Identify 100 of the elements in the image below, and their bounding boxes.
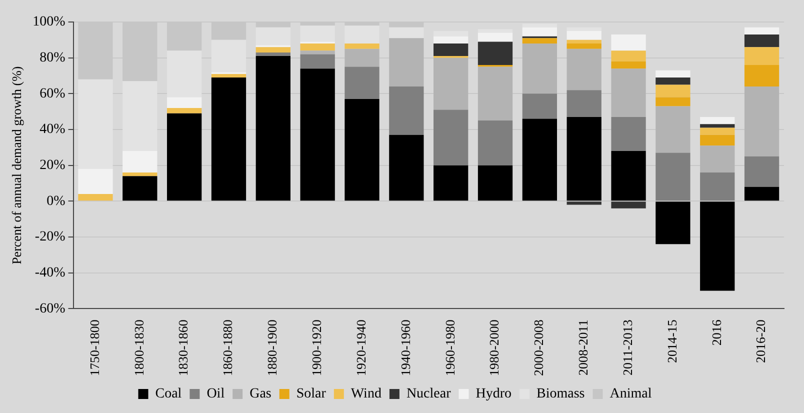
- bar: [478, 165, 513, 201]
- bar: [566, 90, 602, 117]
- bar: [522, 24, 558, 28]
- bar: [256, 52, 290, 56]
- bar: [744, 34, 780, 48]
- bar: [78, 79, 113, 169]
- bar: [434, 30, 468, 36]
- bar: [300, 50, 335, 54]
- bar: [522, 118, 558, 201]
- bar: [744, 86, 780, 156]
- legend-label: Coal: [155, 386, 182, 402]
- bar: [566, 30, 602, 40]
- bar: [611, 61, 646, 69]
- x-tick-label: 1920-1940: [353, 320, 368, 376]
- y-tick-label: -60%: [34, 301, 66, 316]
- bar: [256, 56, 290, 201]
- legend-label: Solar: [296, 386, 326, 402]
- bar: [744, 156, 780, 187]
- bar: [211, 78, 246, 201]
- x-tick-label: 1960-1980: [442, 320, 458, 376]
- x-tick-label: 2000-2008: [531, 320, 546, 376]
- bar: [122, 151, 158, 172]
- bar: [700, 172, 735, 201]
- bar: [434, 58, 468, 110]
- bar: [478, 32, 513, 42]
- bar: [611, 151, 646, 201]
- bar: [344, 99, 380, 201]
- y-tick-label: 20%: [40, 158, 66, 174]
- bar: [611, 116, 646, 151]
- bar: [478, 42, 513, 65]
- bar: [256, 27, 290, 46]
- bar: [434, 165, 468, 201]
- bar: [522, 27, 558, 36]
- x-tick-label: 1880-1900: [264, 320, 280, 376]
- bar: [744, 47, 780, 65]
- bar: [566, 44, 602, 49]
- bar: [389, 134, 424, 201]
- bar: [434, 110, 468, 166]
- bar: [700, 124, 735, 128]
- y-axis-title: Percent of annual demand growth (%): [9, 66, 24, 264]
- bar: [78, 168, 113, 194]
- bar: [478, 66, 513, 121]
- bar: [166, 50, 202, 98]
- y-tick-label: 0%: [46, 194, 66, 209]
- x-tick-label: 2008-2011: [576, 320, 591, 376]
- x-tick-label: 1940-1960: [398, 320, 413, 376]
- bar: [478, 120, 513, 166]
- bar: [434, 44, 468, 56]
- bar: [656, 78, 690, 85]
- y-tick-label: -20%: [34, 230, 66, 245]
- x-tick-label: 1860-1880: [220, 320, 236, 376]
- x-tick-label: 1980-2000: [486, 320, 502, 376]
- bar: [656, 84, 690, 98]
- bar: [566, 116, 602, 201]
- legend-label: Wind: [350, 386, 382, 402]
- x-tick-label: 2014-15: [664, 320, 680, 364]
- bar: [611, 34, 646, 51]
- y-tick-label: -40%: [34, 266, 66, 281]
- bar: [566, 40, 602, 44]
- bar: [700, 134, 735, 146]
- bar: [700, 146, 735, 172]
- bar: [656, 152, 690, 201]
- bar: [344, 48, 380, 67]
- x-tick-label: 1750-1800: [86, 320, 102, 376]
- bar: [566, 202, 602, 205]
- bar: [744, 27, 780, 35]
- legend-label: Oil: [206, 386, 225, 402]
- bar: [656, 70, 690, 78]
- bar: [389, 27, 424, 38]
- bar: [522, 38, 558, 44]
- bar: [122, 176, 158, 201]
- bar: [344, 66, 380, 100]
- bar: [389, 38, 424, 86]
- legend-label: Biomass: [536, 386, 585, 402]
- x-tick-label: 2016: [708, 319, 724, 346]
- legend-label: Nuclear: [406, 386, 452, 402]
- y-tick-label: 40%: [40, 122, 66, 138]
- bar: [611, 202, 646, 208]
- x-tick-label: 1900-1920: [309, 320, 324, 376]
- bar: [211, 74, 246, 78]
- bar: [656, 106, 690, 153]
- bar: [344, 44, 380, 49]
- bar: [744, 65, 780, 86]
- bar: [522, 94, 558, 119]
- bar: [256, 47, 290, 52]
- bar: [700, 128, 735, 135]
- x-tick-label: 2011-2013: [620, 320, 635, 376]
- x-tick-label: 1830-1860: [176, 320, 191, 376]
- y-tick-label: 80%: [40, 50, 66, 66]
- bar: [700, 116, 735, 124]
- bar: [611, 50, 646, 62]
- bar: [166, 113, 202, 201]
- bar: [300, 68, 335, 201]
- bar: [700, 202, 735, 291]
- x-tick-label: 2016-20: [753, 320, 768, 364]
- bar: [211, 40, 246, 72]
- bar: [300, 44, 335, 51]
- bar: [300, 26, 335, 42]
- bar: [344, 26, 380, 44]
- legend-label: Animal: [610, 386, 652, 402]
